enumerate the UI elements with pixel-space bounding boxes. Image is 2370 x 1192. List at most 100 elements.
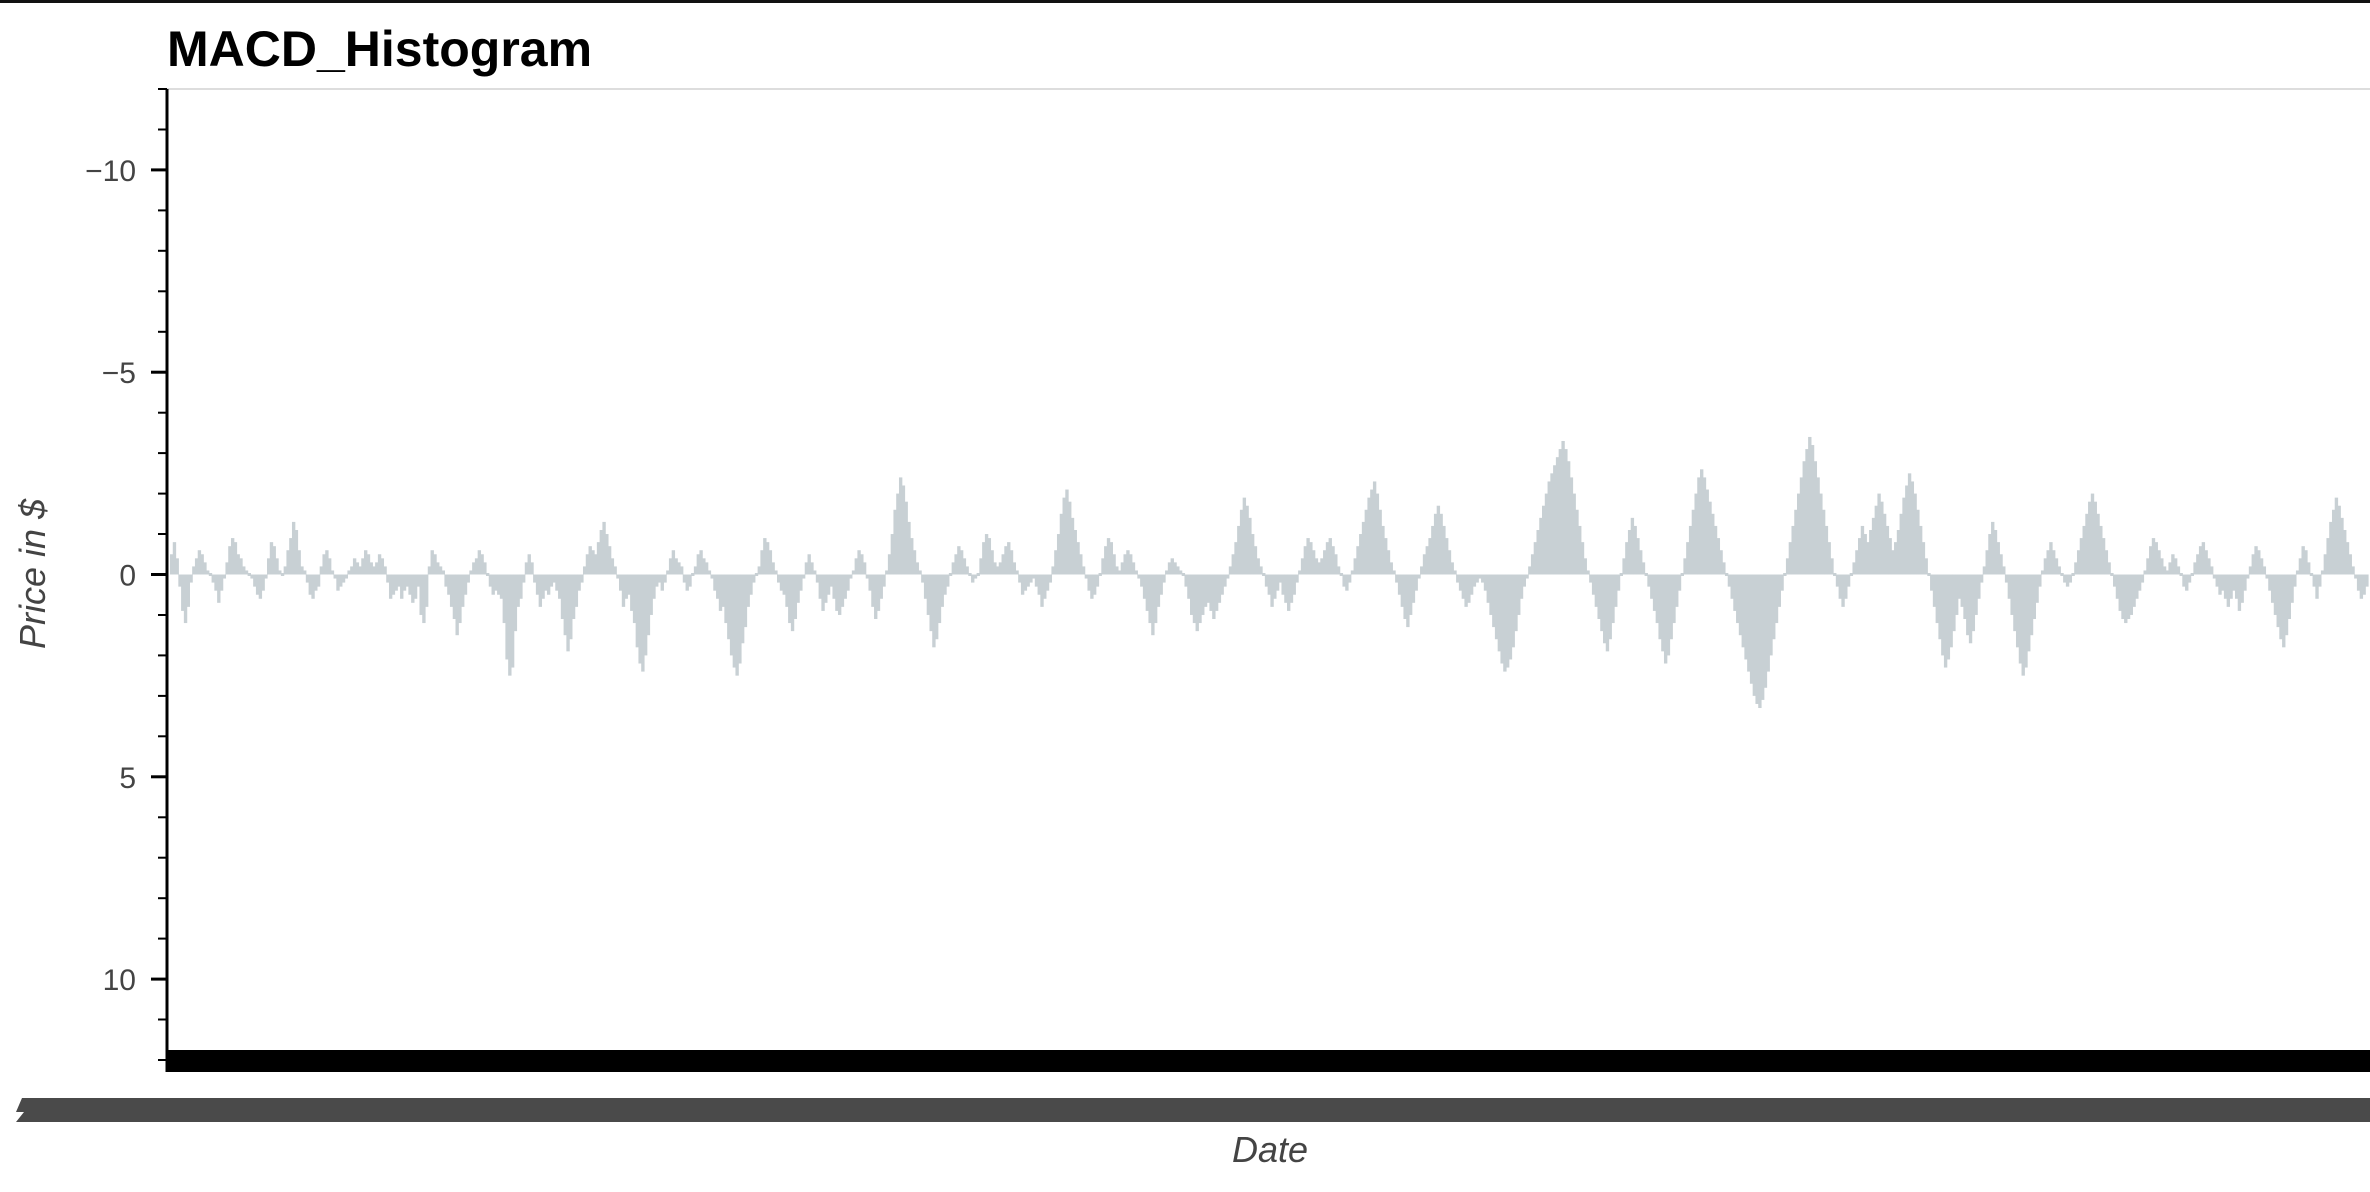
histogram-bar — [452, 574, 457, 619]
histogram-bar — [264, 574, 268, 579]
histogram-bar — [2207, 558, 2211, 575]
histogram-bar — [1785, 558, 1790, 575]
histogram-bar — [1644, 573, 1648, 576]
histogram-bar — [2143, 570, 2147, 575]
histogram-bar — [400, 574, 404, 599]
histogram-bar — [408, 574, 412, 595]
histogram-bar — [2282, 574, 2286, 648]
histogram-bar — [2113, 574, 2117, 587]
histogram-bar — [1203, 574, 1208, 607]
histogram-bar — [544, 574, 548, 591]
histogram-bar — [635, 574, 640, 648]
histogram-bar — [1054, 550, 1058, 575]
histogram-bar — [876, 574, 881, 611]
histogram-bar — [1084, 574, 1089, 579]
histogram-bar — [2362, 574, 2366, 595]
histogram-bar — [1492, 574, 1496, 628]
histogram-bar — [1777, 574, 1781, 607]
histogram-bar — [1641, 562, 1646, 575]
histogram-bar — [1522, 574, 1526, 587]
histogram-bar — [1032, 574, 1036, 579]
histogram-bar — [2232, 574, 2236, 591]
histogram-bar — [1384, 538, 1388, 575]
histogram-bar — [594, 554, 598, 575]
histogram-bar — [538, 574, 543, 607]
histogram-bar — [1569, 477, 1574, 575]
histogram-bar — [2295, 570, 2300, 575]
histogram-bar — [1162, 574, 1166, 583]
histogram-bar — [929, 574, 933, 632]
histogram-bar — [214, 574, 218, 591]
histogram-bar — [485, 573, 490, 576]
histogram-bar — [305, 574, 310, 583]
histogram-bar — [1151, 574, 1155, 636]
histogram-bar — [1572, 493, 1576, 575]
histogram-bar — [1738, 574, 1743, 636]
histogram-bar — [2359, 574, 2364, 599]
histogram-bar — [2129, 574, 2133, 615]
histogram-bar — [641, 574, 645, 672]
histogram-bar — [558, 574, 562, 599]
histogram-bar — [1583, 558, 1587, 575]
histogram-bar — [2190, 573, 2194, 576]
histogram-bar — [469, 570, 473, 575]
histogram-bar — [2082, 525, 2086, 575]
histogram-bar — [1658, 574, 1662, 640]
histogram-bar — [2021, 574, 2025, 676]
histogram-bar — [965, 566, 969, 575]
histogram-bar — [2074, 562, 2078, 575]
histogram-bar — [1364, 509, 1368, 575]
histogram-bar — [771, 562, 775, 575]
histogram-bar — [1794, 509, 1798, 575]
histogram-bar — [1880, 501, 1884, 575]
histogram-bar — [1871, 517, 1876, 575]
histogram-bar — [702, 558, 706, 575]
chart-title: MACD_Histogram — [167, 21, 593, 77]
histogram-bar — [1287, 574, 1291, 611]
histogram-bar — [1461, 574, 1466, 599]
histogram-bar — [1281, 574, 1285, 595]
histogram-bar — [1092, 574, 1097, 595]
histogram-bar — [1356, 546, 1360, 575]
histogram-bar — [1517, 574, 1521, 615]
histogram-bar — [549, 574, 554, 587]
histogram-bar — [621, 574, 626, 607]
histogram-bar — [652, 574, 656, 599]
histogram-bar — [1968, 574, 1973, 644]
histogram-bar — [172, 542, 177, 575]
histogram-bar — [1087, 574, 1091, 591]
histogram-bar — [1253, 546, 1258, 575]
histogram-bar — [1500, 574, 1504, 664]
histogram-bar — [1788, 542, 1793, 575]
histogram-bar — [2279, 574, 2283, 640]
histogram-bar — [2126, 574, 2131, 619]
histogram-bar — [516, 574, 520, 607]
histogram-bar — [311, 574, 315, 599]
histogram-bar — [491, 574, 495, 595]
histogram-bar — [1988, 534, 1992, 575]
histogram-bar — [1838, 574, 1842, 599]
histogram-bar — [657, 574, 662, 583]
histogram-bar — [1763, 574, 1768, 688]
histogram-bar — [1450, 562, 1454, 575]
histogram-bar — [1730, 574, 1734, 599]
histogram-bar — [1284, 574, 1288, 603]
histogram-bar — [1190, 574, 1194, 615]
histogram-bar — [175, 558, 179, 575]
histogram-bar — [1129, 554, 1133, 575]
histogram-bar — [1797, 493, 1801, 575]
histogram-bar — [1941, 574, 1945, 656]
histogram-bar — [643, 574, 648, 656]
histogram-bar — [910, 538, 914, 575]
histogram-bar — [2345, 542, 2350, 575]
histogram-bar — [1469, 574, 1474, 595]
histogram-bar — [1245, 505, 1249, 575]
histogram-bar — [1442, 525, 1446, 575]
histogram-bar — [2007, 574, 2012, 599]
histogram-bar — [333, 574, 337, 579]
histogram-bar — [474, 558, 479, 575]
histogram-bar — [2221, 574, 2225, 591]
histogram-bar — [1009, 550, 1014, 575]
histogram-bar — [466, 574, 470, 583]
histogram-bar — [1555, 457, 1560, 575]
